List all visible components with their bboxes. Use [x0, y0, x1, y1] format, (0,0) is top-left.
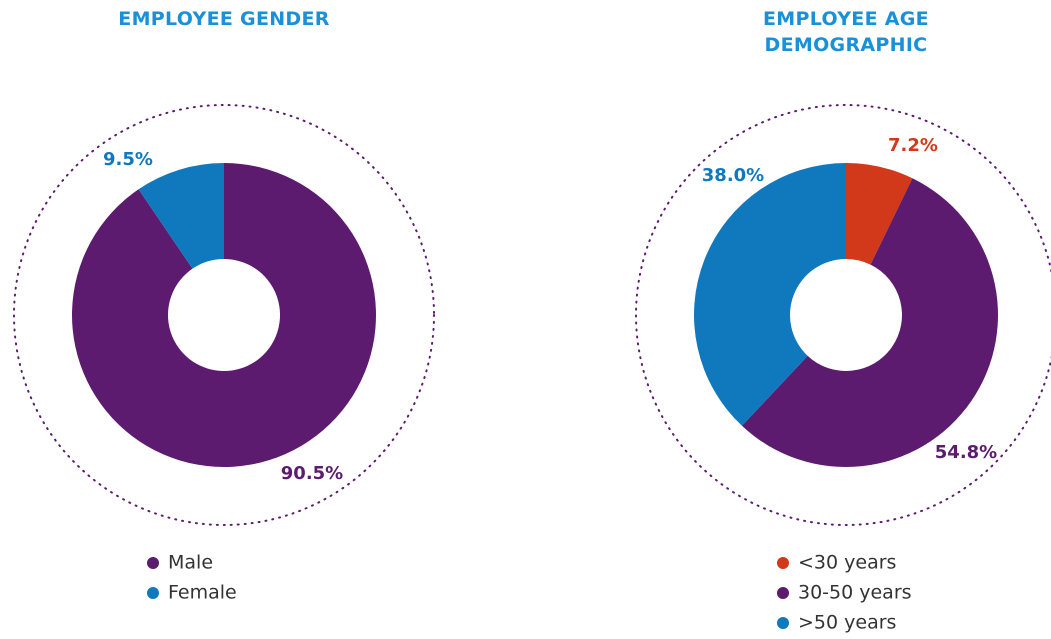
value-label: 54.8%: [935, 442, 997, 463]
legend-label: Male: [168, 552, 213, 574]
dotted-ring: [13, 104, 435, 526]
donut-segment: [693, 163, 846, 426]
value-label: 7.2%: [888, 135, 938, 156]
legend-marker: [147, 557, 159, 569]
legend-label: 30-50 years: [798, 582, 912, 604]
chart-title: EMPLOYEE AGE DEMOGRAPHIC: [763, 8, 929, 56]
legend-marker: [777, 587, 789, 599]
donut-segment: [138, 163, 224, 269]
value-label: 9.5%: [103, 149, 153, 170]
legend-label: <30 years: [798, 552, 896, 574]
donut-segment: [72, 163, 377, 467]
legend-label: Female: [168, 582, 237, 604]
donut-segment: [846, 163, 913, 265]
legend-marker: [147, 587, 159, 599]
value-label: 90.5%: [281, 463, 343, 484]
legend-label: >50 years: [798, 612, 896, 634]
value-label: 38.0%: [702, 165, 764, 186]
donut-segment: [741, 178, 998, 467]
legend-marker: [777, 617, 789, 629]
dotted-ring: [635, 104, 1051, 526]
legend-marker: [777, 557, 789, 569]
chart-title: EMPLOYEE GENDER: [118, 8, 330, 30]
